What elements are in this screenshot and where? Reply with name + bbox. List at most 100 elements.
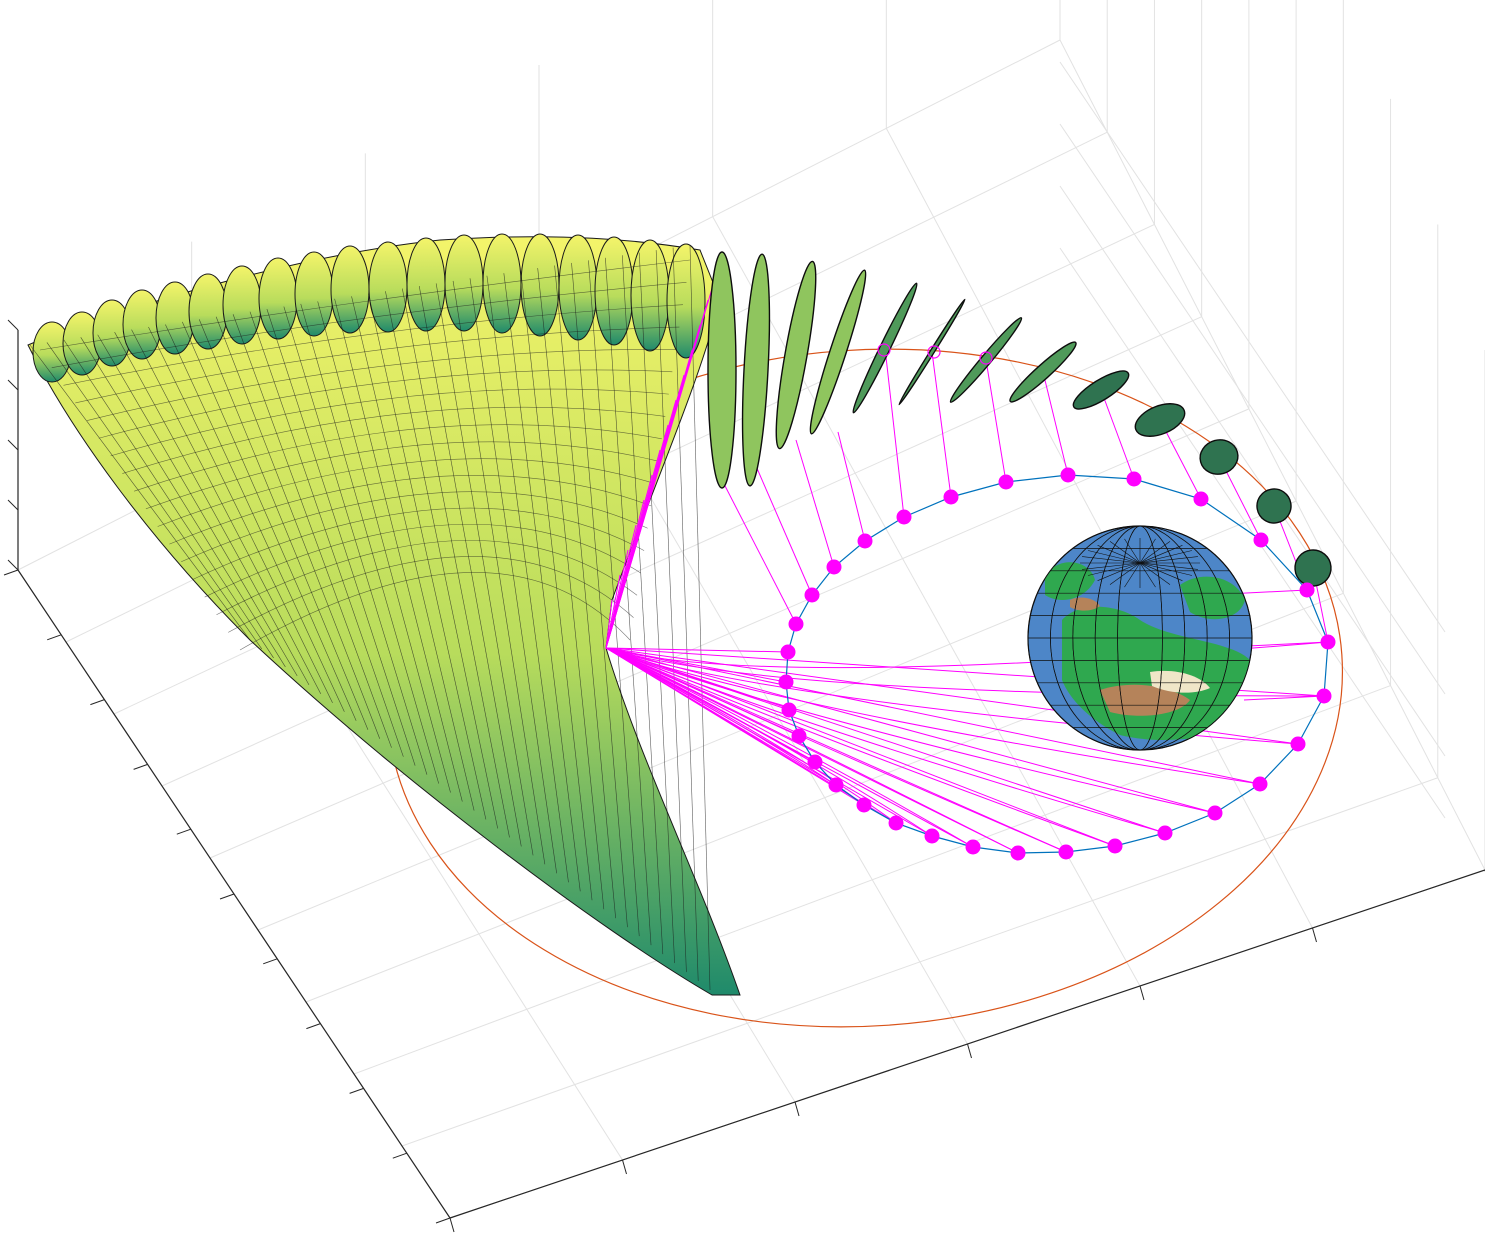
desert xyxy=(1070,597,1100,611)
globe-pole-line xyxy=(1087,562,1141,576)
continent xyxy=(1180,576,1245,620)
sweep-parallel xyxy=(122,406,666,474)
orbit-marker xyxy=(1193,491,1209,507)
sweep-meridian xyxy=(452,280,546,865)
globe-pole-line xyxy=(1139,541,1171,564)
ray xyxy=(1042,371,1069,476)
sweep-meridian xyxy=(689,244,711,991)
orbit-marker xyxy=(998,474,1014,490)
ellipsoid xyxy=(809,269,867,435)
sweep-parallel xyxy=(239,572,631,651)
orbit-marker xyxy=(826,559,842,575)
sweep-parallel xyxy=(39,259,691,351)
sweep-meridian xyxy=(198,319,369,730)
sweep-meridian xyxy=(622,255,664,955)
sweep-parallel xyxy=(75,326,680,404)
grid-line xyxy=(1059,123,1446,695)
sweep-lobe xyxy=(558,234,598,341)
sweep-parallel xyxy=(86,349,676,421)
x-tick xyxy=(176,828,191,835)
ray xyxy=(1100,389,1135,480)
ray xyxy=(837,431,866,542)
orbit-marker-hollow xyxy=(927,345,941,359)
orbit-marker xyxy=(828,777,844,793)
z-tick xyxy=(7,499,19,511)
sweep-meridian xyxy=(131,329,322,694)
sweep-meridian xyxy=(114,332,310,686)
orbit-marker xyxy=(1058,844,1074,860)
y-tick xyxy=(449,1217,455,1233)
orbit-marker xyxy=(924,828,940,844)
ray xyxy=(795,439,835,568)
ray xyxy=(985,359,1007,483)
orbit-marker xyxy=(1320,634,1336,650)
ray xyxy=(605,274,717,649)
ray xyxy=(605,647,789,653)
sweep-meridian xyxy=(63,339,274,659)
orbit-marker xyxy=(1299,582,1315,598)
sweep-parallel xyxy=(181,491,648,563)
ellipsoid xyxy=(1199,439,1239,475)
sweep-meridian xyxy=(46,342,263,650)
sweep-parallel xyxy=(145,441,659,510)
globe-pole-line xyxy=(1109,541,1141,564)
sweep-meridian xyxy=(520,270,593,901)
x-tick xyxy=(133,763,148,770)
orbit-marker xyxy=(1252,776,1268,792)
sweep-meridian xyxy=(571,262,628,928)
ray xyxy=(605,647,1067,853)
orbit-marker xyxy=(1253,532,1269,548)
z-tick xyxy=(7,439,19,451)
ray xyxy=(605,647,787,683)
sweep-lobe xyxy=(258,257,298,340)
sweep-meridian xyxy=(249,311,404,757)
ice xyxy=(1150,670,1210,693)
sweep-parallel xyxy=(192,507,645,580)
grid-line xyxy=(1059,39,1485,871)
sweep-meridian xyxy=(655,250,687,973)
orbit-marker xyxy=(1126,471,1142,487)
continent xyxy=(1045,562,1095,600)
orbit-marker-hollow xyxy=(979,351,993,365)
ellipsoid xyxy=(1072,370,1130,410)
ellipsoid-sweep-surface xyxy=(27,233,741,996)
sweep-meridian xyxy=(368,293,487,820)
sweep-lobe xyxy=(368,241,408,333)
ellipsoid xyxy=(707,251,737,489)
y-tick xyxy=(1139,985,1145,1001)
ray xyxy=(605,647,1166,834)
sweep-meridian xyxy=(402,288,510,838)
orbit-marker xyxy=(1060,467,1076,483)
orbit-marker xyxy=(1157,825,1173,841)
sweep-meridian xyxy=(605,257,652,946)
ray xyxy=(605,647,1067,853)
orbit-marker xyxy=(896,509,912,525)
ellipsoid xyxy=(1009,341,1077,403)
x-tick xyxy=(392,1152,407,1159)
orbit-marker xyxy=(1107,838,1123,854)
y-tick xyxy=(794,1101,800,1117)
globe-land xyxy=(1045,562,1250,740)
globe-pole-line xyxy=(1109,562,1141,585)
sweep-meridian xyxy=(232,314,392,748)
ray xyxy=(605,647,1019,854)
x-tick xyxy=(306,1023,321,1030)
grid-line xyxy=(1059,61,1446,633)
ellipsoid xyxy=(775,260,817,450)
sweep-meridian xyxy=(97,334,298,677)
x-tick xyxy=(47,634,62,641)
sweep-meridian xyxy=(435,283,534,856)
orbit-marker xyxy=(804,587,820,603)
sweep-lobe xyxy=(630,239,670,352)
globe-pole-line xyxy=(1139,538,1156,564)
ellipsoid xyxy=(898,298,966,406)
y-tick xyxy=(622,1159,627,1175)
sweep-lobe xyxy=(155,281,195,355)
globe-pole-line xyxy=(1097,562,1141,581)
grid-line xyxy=(1059,247,1446,819)
sweep-meridian xyxy=(80,337,286,668)
orbit-marker xyxy=(781,702,797,718)
ray xyxy=(605,647,1261,785)
sweep-parallel xyxy=(110,388,669,457)
ray xyxy=(605,647,1261,785)
